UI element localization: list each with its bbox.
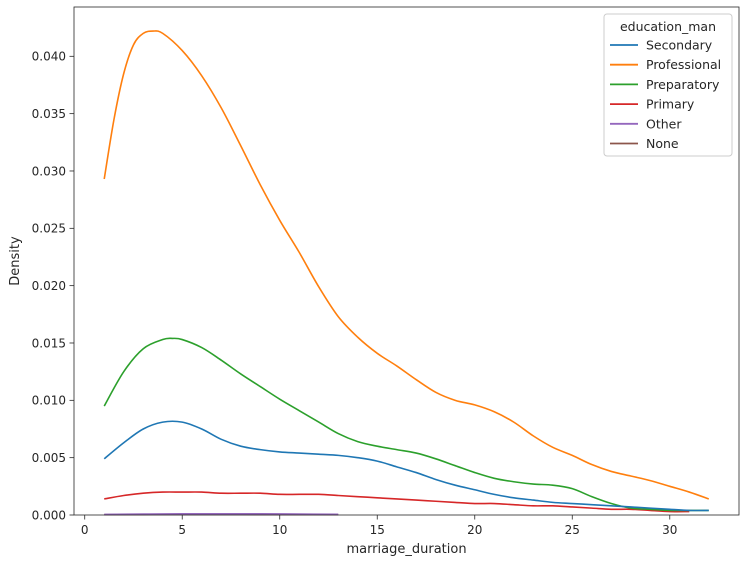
y-axis-label: Density: [8, 236, 23, 286]
x-tick-label: 15: [370, 523, 385, 537]
y-tick-label: 0.035: [32, 107, 66, 121]
legend-label-other: Other: [646, 116, 682, 131]
legend-box: [603, 13, 733, 157]
series-line-other: [104, 513, 339, 516]
plot-area: [103, 30, 710, 516]
y-tick-label: 0.030: [32, 164, 66, 178]
y-tick-label: 0.005: [32, 451, 66, 465]
y-tick-label: 0.025: [32, 222, 66, 236]
axes-frame: [73, 6, 740, 516]
x-axis-label: marriage_duration: [346, 542, 466, 557]
x-axis-ticks: 0 5 10 15 20 25 30: [81, 515, 677, 537]
y-tick-label: 0.000: [32, 508, 66, 522]
x-tick-label: 10: [272, 523, 287, 537]
y-tick-label: 0.010: [32, 394, 66, 408]
x-tick-label: 30: [662, 523, 677, 537]
legend-label-secondary: Secondary: [646, 38, 713, 53]
x-tick-label: 20: [467, 523, 482, 537]
series-line-professional: [103, 30, 710, 500]
x-tick-label: 25: [565, 523, 580, 537]
legend-title: education_man: [620, 19, 716, 34]
y-tick-label: 0.020: [32, 279, 66, 293]
legend-label-professional: Professional: [646, 57, 721, 72]
y-tick-label: 0.015: [32, 336, 66, 350]
y-axis-ticks: 0.000 0.005 0.010 0.015 0.020 0.025 0.030 0.035…: [32, 50, 74, 522]
x-tick-label: 0: [81, 523, 89, 537]
series-line-primary: [104, 491, 690, 513]
series-line-preparatory: [103, 337, 709, 512]
y-tick-label: 0.040: [32, 50, 66, 64]
legend-label-none: None: [646, 136, 679, 151]
legend-label-primary: Primary: [646, 97, 695, 112]
legend: education_man Secondary Professional Prepar…: [603, 13, 733, 157]
x-tick-label: 5: [178, 523, 186, 537]
series-line-secondary: [103, 420, 709, 512]
legend-label-preparatory: Preparatory: [646, 77, 720, 92]
